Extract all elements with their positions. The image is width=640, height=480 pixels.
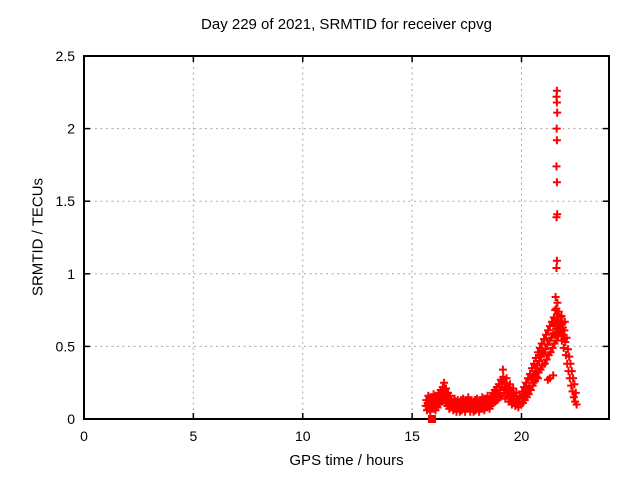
y-tick-label: 1.5 [56, 193, 76, 209]
x-axis-label: GPS time / hours [289, 452, 404, 469]
x-tick-label: 5 [189, 428, 197, 444]
tick-labels: 0 0.5 1 1.5 2 2.5 0 5 10 15 20 [56, 48, 530, 444]
y-tick-label: 2.5 [56, 48, 76, 64]
y-tick-label: 1 [67, 266, 75, 282]
data-points-srmtid [421, 86, 581, 416]
plot-border [83, 55, 610, 420]
y-tick-label: 0 [67, 411, 75, 427]
x-tick-label: 0 [80, 428, 88, 444]
grid-lines [84, 56, 609, 419]
y-tick-label: 0.5 [56, 338, 76, 354]
chart-title: Day 229 of 2021, SRMTID for receiver cpv… [201, 16, 492, 33]
y-tick-label: 2 [67, 121, 75, 137]
x-tick-label: 15 [404, 428, 420, 444]
x-tick-label: 20 [514, 428, 530, 444]
data-points-zero-epoch [428, 415, 437, 423]
x-tick-label: 10 [295, 428, 311, 444]
tick-marks [83, 55, 609, 420]
